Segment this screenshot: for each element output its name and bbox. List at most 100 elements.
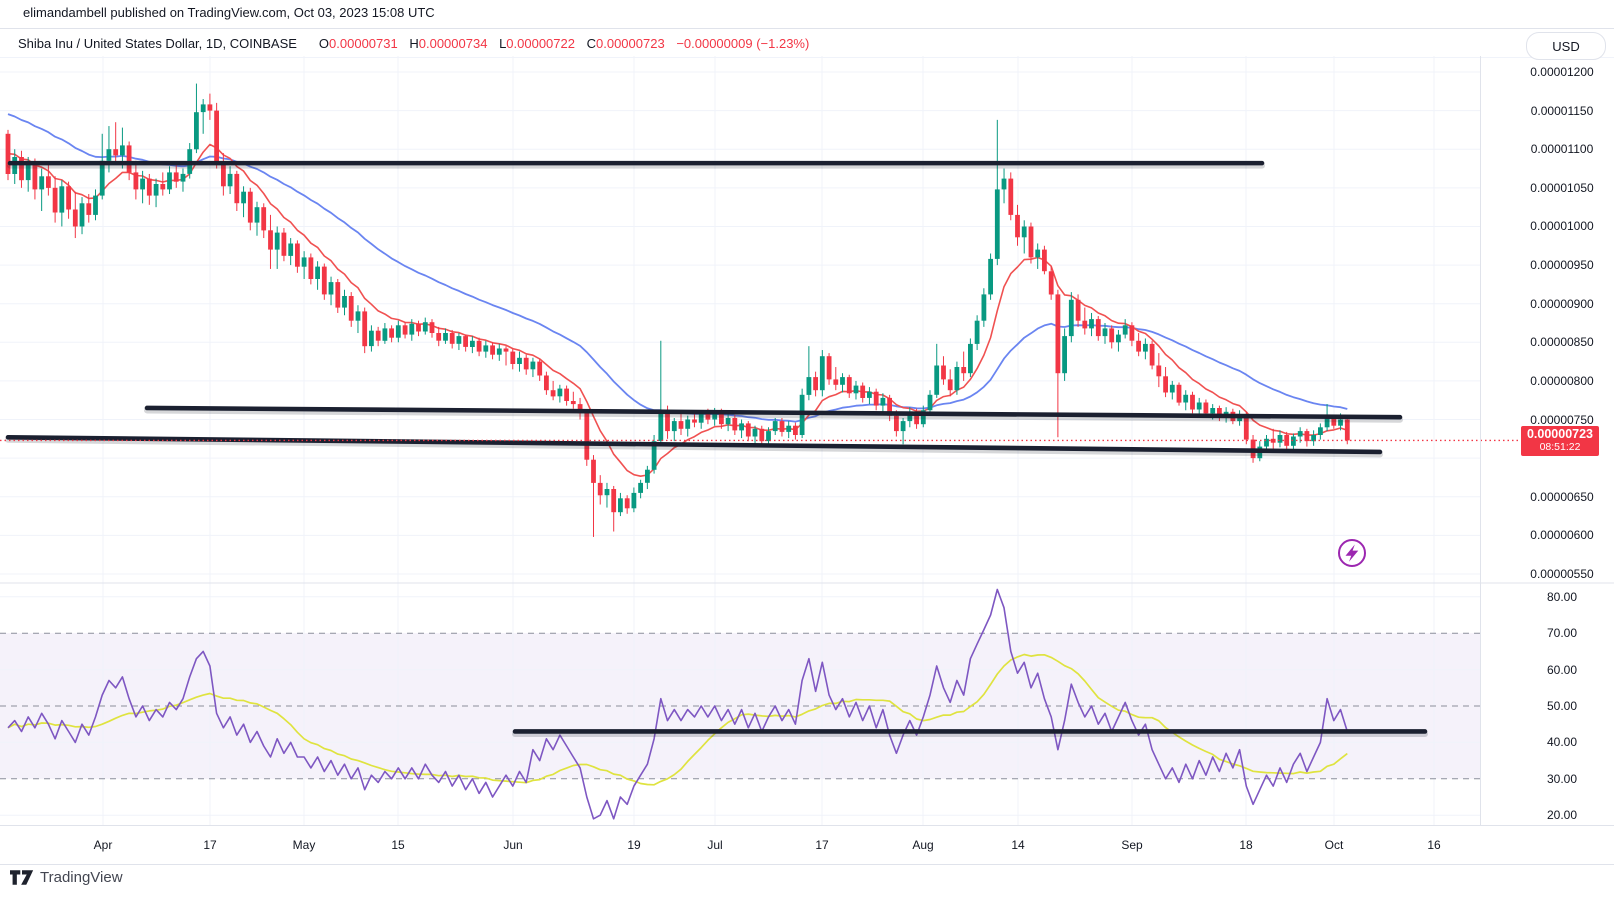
symbol-legend-bar: Shiba Inu / United States Dollar, 1D, CO… bbox=[0, 28, 1614, 58]
candle bbox=[1122, 325, 1128, 335]
tradingview-logo-icon bbox=[10, 870, 34, 885]
candle bbox=[840, 377, 845, 385]
candle bbox=[503, 348, 509, 352]
high-label: H bbox=[409, 35, 419, 51]
candle bbox=[671, 421, 677, 432]
candle bbox=[1344, 419, 1350, 441]
candle bbox=[833, 379, 839, 385]
candle bbox=[5, 133, 11, 174]
candle bbox=[611, 489, 617, 513]
candle bbox=[106, 149, 112, 161]
price-axis-label: 0.00001200 bbox=[1530, 65, 1594, 79]
candle bbox=[1217, 408, 1222, 418]
candle bbox=[914, 411, 919, 425]
candle bbox=[25, 163, 31, 181]
candle bbox=[1338, 419, 1343, 426]
candle bbox=[894, 415, 899, 432]
axis-separator bbox=[1480, 56, 1481, 825]
candle bbox=[140, 178, 145, 190]
candle bbox=[1048, 271, 1054, 295]
candle bbox=[12, 157, 18, 174]
candle bbox=[591, 459, 596, 483]
candle bbox=[429, 322, 435, 333]
candle bbox=[382, 328, 388, 341]
candle bbox=[544, 375, 549, 391]
candle bbox=[39, 176, 45, 190]
candle bbox=[1324, 418, 1330, 428]
time-axis[interactable]: Apr 17 May 15 Jun 19 Jul 17 Aug 14 Sep 18 Oct 16 bbox=[0, 825, 1614, 865]
candle bbox=[1156, 365, 1162, 377]
candle bbox=[1021, 226, 1027, 238]
chart-canvas[interactable] bbox=[0, 56, 1614, 825]
candle bbox=[786, 425, 792, 432]
candle bbox=[665, 411, 670, 432]
candle bbox=[961, 367, 967, 374]
last-price-tag: 0.00000723 08:51:22 bbox=[1521, 426, 1599, 456]
rsi-axis-label: 40.00 bbox=[1546, 735, 1578, 750]
time-axis-month-label: Jul bbox=[707, 838, 723, 852]
candle bbox=[32, 163, 38, 190]
candle bbox=[1304, 431, 1310, 442]
candle bbox=[638, 482, 643, 493]
candle bbox=[227, 173, 233, 187]
candle bbox=[678, 421, 684, 429]
candle bbox=[1203, 402, 1209, 414]
candle bbox=[180, 173, 186, 182]
candle bbox=[207, 104, 213, 111]
candle bbox=[920, 410, 926, 425]
rsi-axis-label: 70.00 bbox=[1546, 626, 1578, 641]
candle bbox=[954, 367, 960, 391]
candle bbox=[719, 411, 724, 425]
candle bbox=[819, 356, 825, 391]
candle bbox=[645, 469, 650, 483]
candle bbox=[1183, 394, 1189, 403]
candle bbox=[1163, 376, 1168, 393]
candle bbox=[564, 388, 569, 401]
candle bbox=[981, 294, 987, 321]
candle bbox=[1062, 336, 1067, 374]
bar-countdown: 08:51:22 bbox=[1539, 440, 1581, 453]
candle bbox=[402, 325, 408, 335]
price-axis-label: 0.00000850 bbox=[1530, 335, 1594, 350]
candle bbox=[900, 421, 906, 432]
currency-toggle-button[interactable]: USD bbox=[1526, 32, 1606, 60]
candle bbox=[362, 311, 368, 347]
attribution-text: elimandambell published on TradingView.c… bbox=[23, 5, 435, 20]
candle bbox=[1075, 299, 1081, 321]
change-value: −0.00000009 (−1.23%) bbox=[676, 35, 810, 51]
candle bbox=[867, 391, 872, 398]
candle bbox=[1008, 178, 1014, 215]
candle bbox=[160, 184, 166, 190]
candle bbox=[315, 266, 320, 279]
candle bbox=[793, 425, 798, 435]
last-price-value: 0.00000723 bbox=[1526, 427, 1594, 441]
candle bbox=[712, 411, 718, 420]
candle bbox=[66, 186, 71, 210]
candle bbox=[1136, 340, 1141, 352]
candle bbox=[1318, 427, 1323, 435]
candle bbox=[375, 330, 381, 341]
rsi-line bbox=[7, 588, 1349, 820]
candle bbox=[732, 418, 738, 431]
price-axis-label: 0.00000800 bbox=[1530, 373, 1594, 388]
time-axis-day-label: 14 bbox=[1011, 838, 1025, 852]
price-axis-label: 0.00000550 bbox=[1530, 567, 1594, 581]
candle bbox=[1210, 408, 1216, 414]
candle bbox=[698, 413, 704, 423]
candle bbox=[288, 243, 294, 256]
time-axis-month-label: May bbox=[292, 838, 316, 852]
candle bbox=[1143, 343, 1148, 352]
candle bbox=[234, 173, 240, 204]
open-label: O bbox=[318, 35, 330, 51]
candle bbox=[570, 401, 576, 405]
candle bbox=[335, 282, 341, 308]
candle bbox=[813, 377, 818, 391]
candle bbox=[685, 419, 691, 429]
candle bbox=[584, 413, 590, 460]
candle bbox=[745, 423, 751, 437]
candle bbox=[46, 176, 51, 188]
footer-brand: TradingView bbox=[10, 869, 123, 886]
candle bbox=[705, 413, 711, 420]
candle bbox=[1109, 328, 1115, 343]
candle bbox=[692, 419, 697, 423]
